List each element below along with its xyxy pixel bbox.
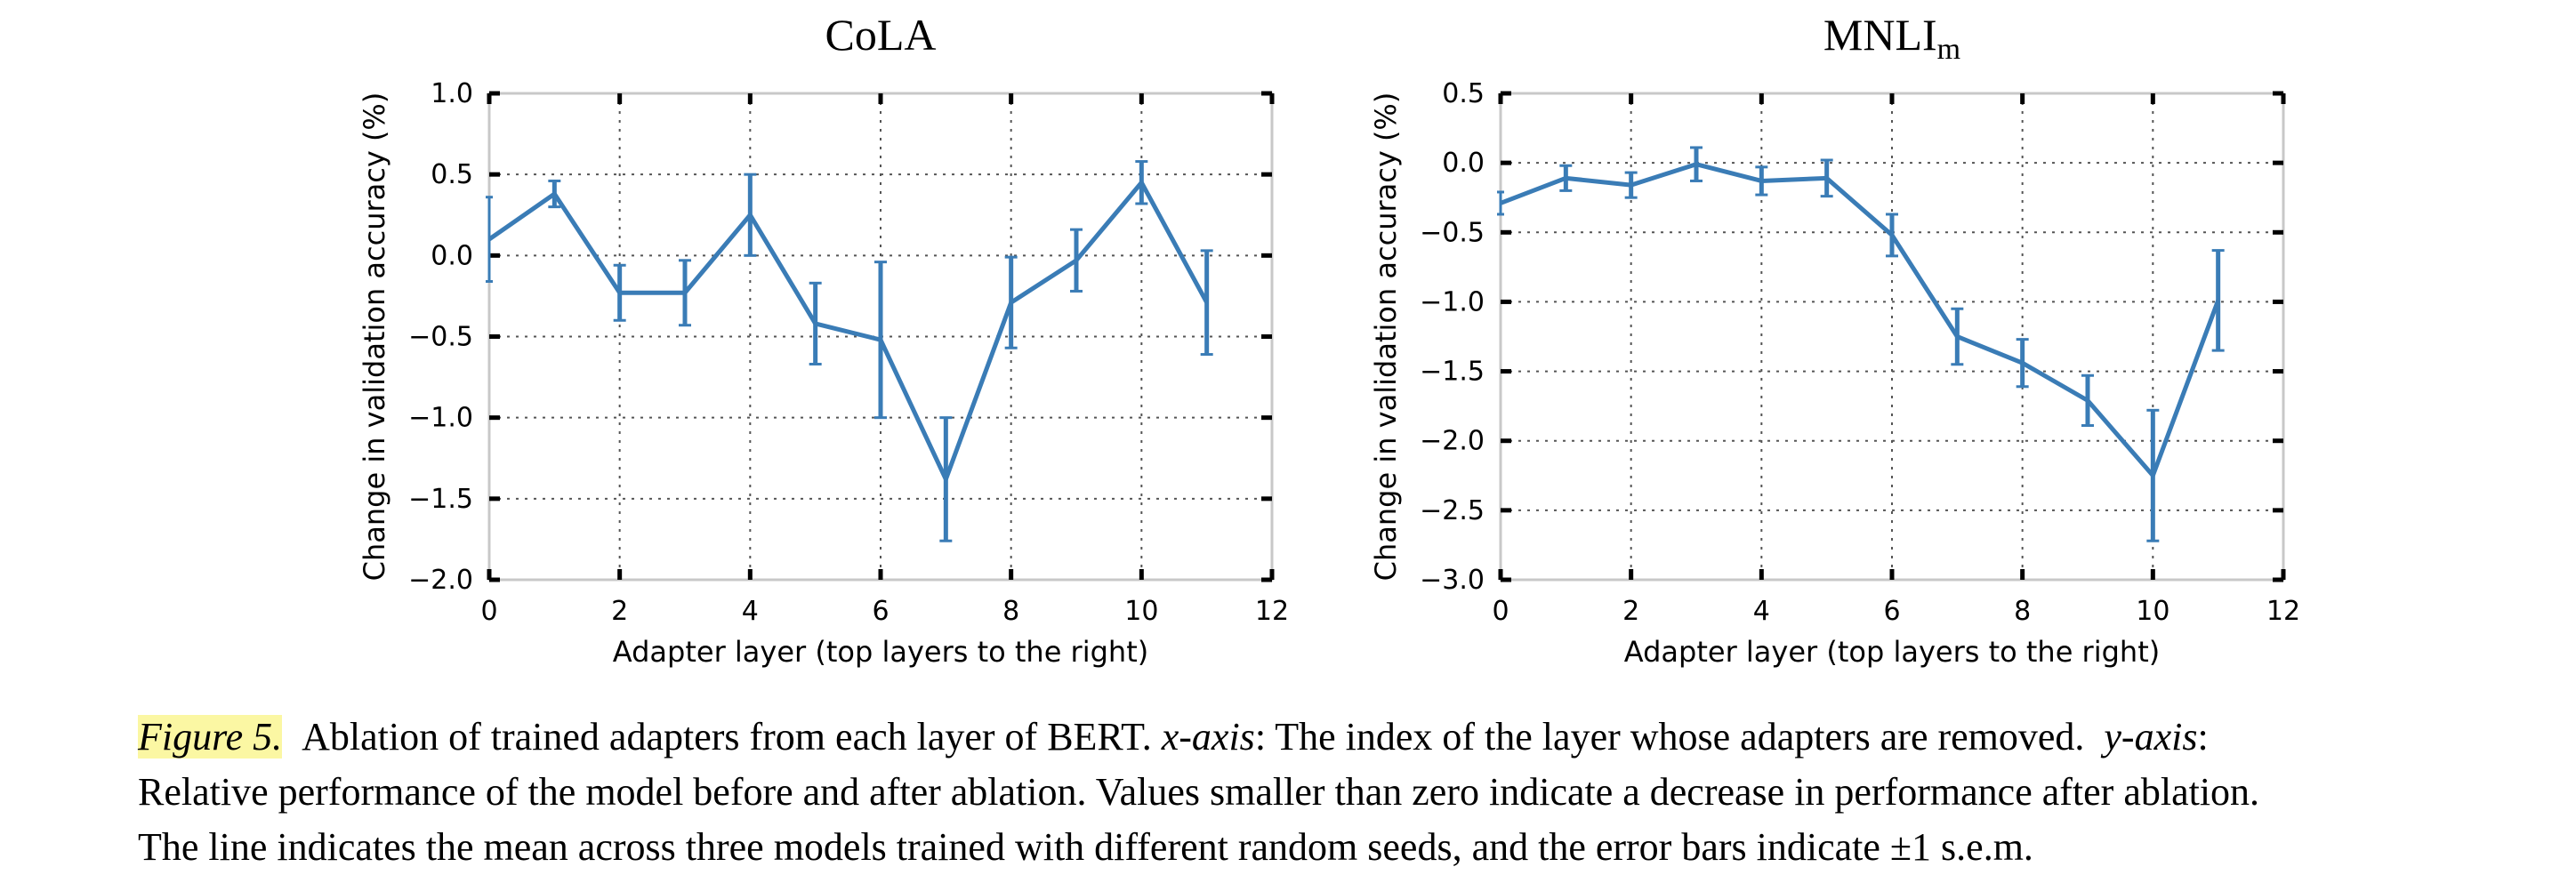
figure-charts: 0 2 4 6 8 10 12 −2.0 −1.5 −1.0 −0.5 0.0 0.5 1.0 Adapte… [358,10,2300,669]
y-tick-label: 1.0 [431,78,473,109]
x-tick-label: 4 [1753,596,1770,627]
data-point [1630,184,1632,187]
data-point [1695,163,1697,165]
x-tick-label: 10 [1124,596,1158,627]
caption-text-1c: : [2197,715,2209,759]
caption-xaxis-label: x-axis [1161,715,1255,759]
series-line [487,180,1209,482]
data-point [814,322,817,325]
data-point [1891,234,1893,237]
figure-caption: Figure 5. Ablation of trained adapters f… [138,710,2540,875]
chart-title-subscript: m [1937,33,1960,66]
x-tick-label: 0 [1492,596,1509,627]
data-point [1075,259,1077,261]
x-tick-label: 8 [2014,596,2031,627]
data-point [488,238,490,241]
y-tick-label: −0.5 [1420,217,1485,248]
y-axis-label: Change in validation accuracy (%) [1369,92,1403,582]
data-point [553,193,556,196]
data-point [2152,474,2154,477]
x-tick-label: 4 [742,596,759,627]
x-tick-label: 6 [1883,596,1900,627]
y-tick-label: −3.0 [1420,565,1485,596]
data-point [618,292,621,294]
y-tick-label: −2.0 [408,565,473,596]
data-point [1205,301,1208,304]
data-point [945,478,947,480]
x-tick-label: 2 [611,596,628,627]
data-point [880,339,881,341]
y-tick-label: −1.5 [408,484,473,515]
caption-yaxis-label: y-axis [2104,715,2198,759]
chart-1: 0 2 4 6 8 10 12 −2.0 −1.5 −1.0 −0.5 0.0 0.5 1.0 Adapte… [358,10,1289,669]
data-point [1140,181,1143,184]
x-tick-label: 0 [480,596,497,627]
chart-2: 0 2 4 6 8 10 12 −3.0 −2.5 −2.0 −1.5 −1.0 −0.5 0.0 0.5 A… [1369,10,2300,669]
data-point [1500,202,1501,205]
data-point [749,213,752,216]
y-tick-label: −1.0 [408,403,473,434]
chart-title: CoLA [825,10,937,60]
chart-title: MNLIm [1823,10,1960,66]
caption-line-1: Figure 5. Ablation of trained adapters f… [138,710,2540,765]
caption-text-1b: : The index of the layer whose adapters … [1254,715,2085,759]
y-axis-label: Change in validation accuracy (%) [358,92,391,582]
x-tick-label: 8 [1002,596,1019,627]
y-tick-label: −2.0 [1420,426,1485,457]
caption-line-2: Relative performance of the model before… [138,770,2260,814]
x-axis-label: Adapter layer (top layers to the right) [1624,635,2160,669]
caption-figure-label: Figure 5. [138,715,283,759]
x-tick-label: 10 [2136,596,2169,627]
data-point [2087,399,2089,402]
y-tick-label: −1.5 [1420,357,1485,388]
y-tick-label: 0.5 [1442,78,1485,109]
y-tick-label: −1.0 [1420,286,1485,317]
y-tick-label: −2.5 [1420,495,1485,526]
data-point [684,292,686,294]
x-tick-label: 12 [1255,596,1289,627]
caption-text-1a: Ablation of trained adapters from each l… [302,715,1152,759]
caption-line-3: The line indicates the mean across three… [138,825,2033,869]
data-point [1565,177,1567,180]
x-tick-label: 2 [1622,596,1639,627]
y-tick-label: −0.5 [408,322,473,353]
y-tick-label: 0.5 [431,159,473,190]
y-tick-label: 0.0 [1442,148,1485,179]
y-tick-label: 0.0 [431,240,473,271]
x-axis-label: Adapter layer (top layers to the right) [613,635,1148,669]
x-tick-label: 6 [872,596,889,627]
data-point [1825,177,1828,180]
x-tick-label: 12 [2266,596,2300,627]
data-point [2217,299,2219,301]
data-point [2021,362,2024,365]
data-point [1760,180,1763,182]
series-line [1500,162,2221,478]
data-point [1010,301,1012,304]
data-point [1956,335,1959,338]
